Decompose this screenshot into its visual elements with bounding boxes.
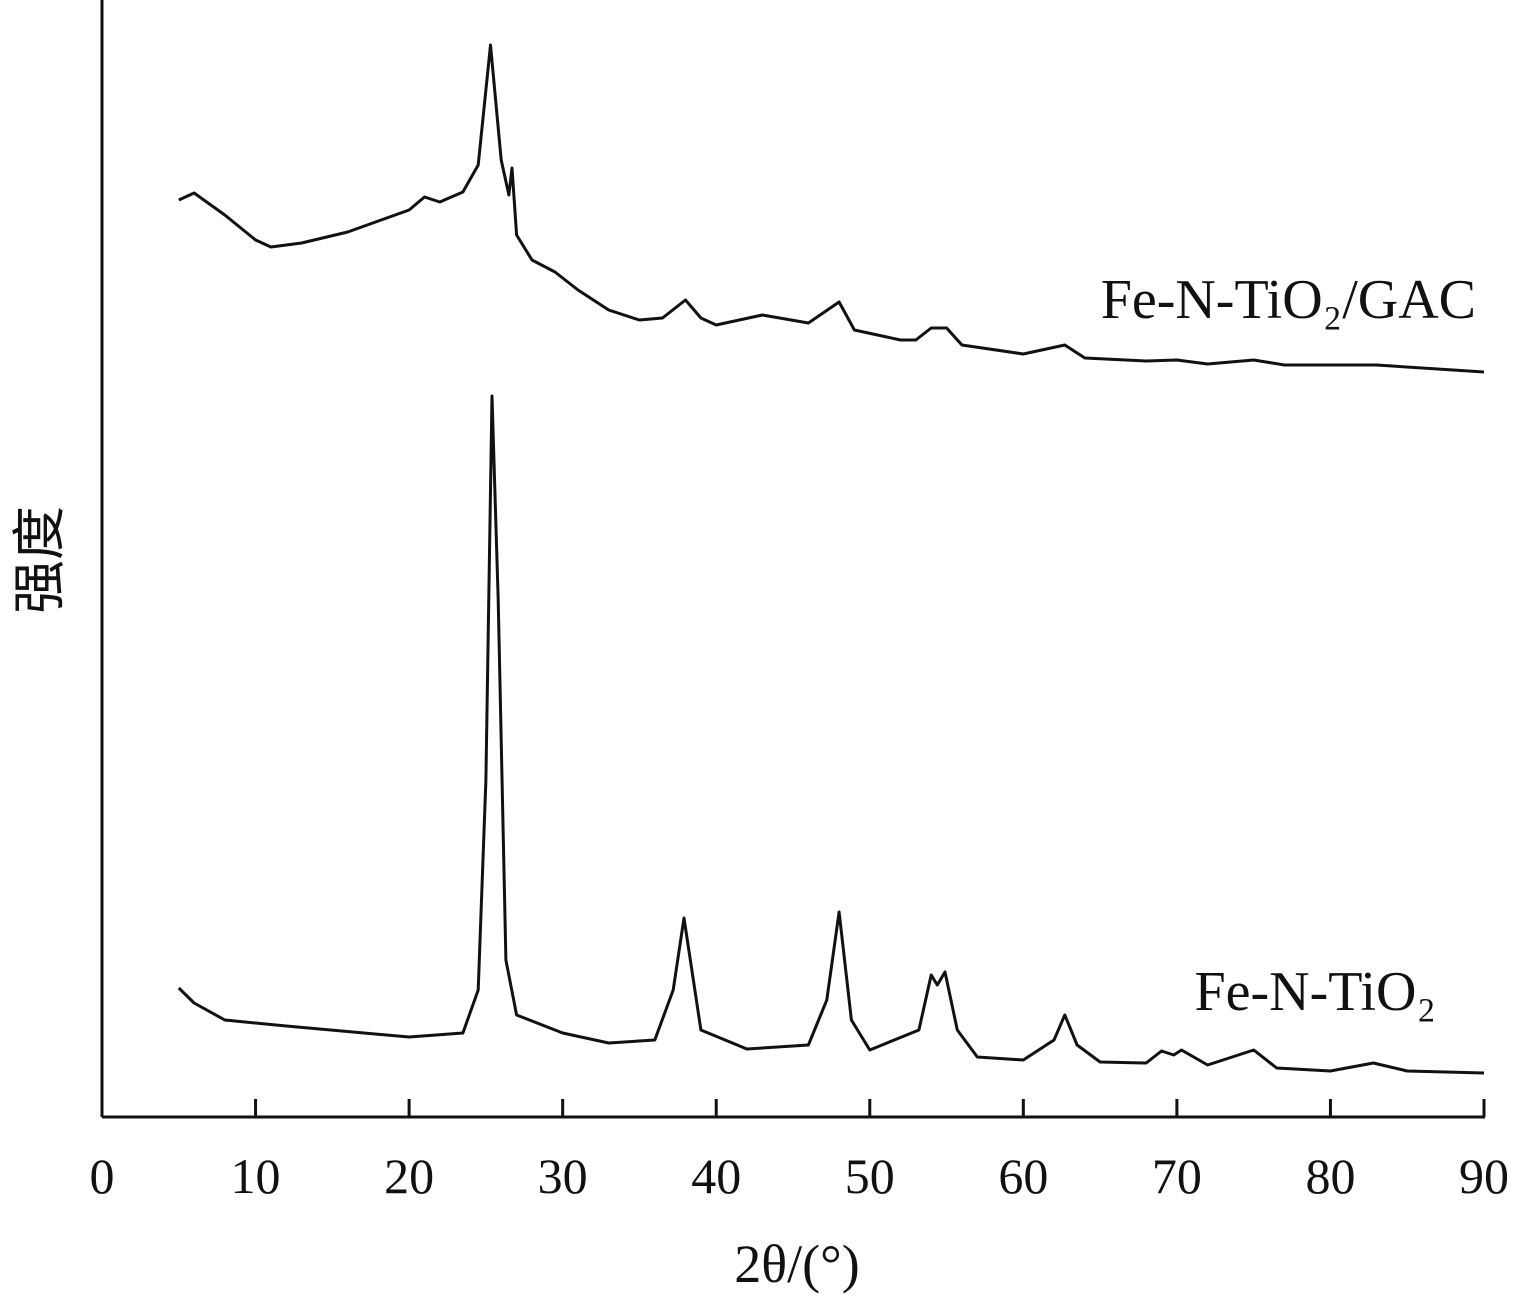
series-name: Fe-N-TiO₂ (1195, 961, 1437, 1023)
x-tick-label: 70 (1152, 1148, 1202, 1204)
y-axis-label: 强度 (10, 506, 70, 614)
x-tick-label: 10 (231, 1148, 281, 1204)
x-tick-label: 40 (691, 1148, 741, 1204)
x-tick-label: 50 (845, 1148, 895, 1204)
x-tick-label: 0 (90, 1148, 115, 1204)
x-tick-label: 90 (1459, 1148, 1509, 1204)
x-tick-label: 30 (538, 1148, 588, 1204)
series-line (178, 43, 1485, 374)
series-line (177, 394, 1485, 1075)
x-tick-label: 60 (998, 1148, 1048, 1204)
x-tick-label: 20 (384, 1148, 434, 1204)
x-tick-label: 80 (1305, 1148, 1355, 1204)
x-axis-label: 2θ/(°) (734, 1234, 859, 1294)
series-name: Fe-N-TiO₂/GAC (1101, 269, 1476, 331)
